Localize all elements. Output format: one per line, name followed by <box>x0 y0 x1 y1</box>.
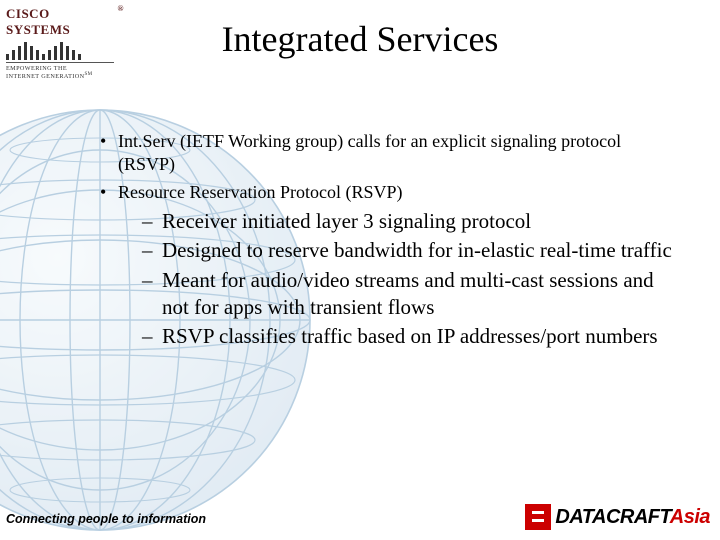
bullet-level1: Resource Reservation Protocol (RSVP) <box>90 181 680 204</box>
footer-tagline: Connecting people to information <box>6 512 206 526</box>
bullet-level2: Meant for audio/video streams and multi-… <box>90 267 680 322</box>
bullet-level2: RSVP classifies traffic based on IP addr… <box>90 323 680 350</box>
bullet-level2: Receiver initiated layer 3 signaling pro… <box>90 208 680 235</box>
datacraft-logo: DATACRAFTAsia <box>525 504 710 530</box>
bullet-level1: Int.Serv (IETF Working group) calls for … <box>90 130 680 177</box>
bullet-list: Int.Serv (IETF Working group) calls for … <box>90 130 680 353</box>
cisco-tagline-1: EMPOWERING THE <box>6 65 67 72</box>
registered-icon: ® <box>118 4 124 13</box>
page-title: Integrated Services <box>0 18 720 60</box>
bullet-level2: Designed to reserve bandwidth for in-ela… <box>90 237 680 264</box>
datacraft-accent: Asia <box>670 506 710 528</box>
cisco-tagline: EMPOWERING THE INTERNET GENERATIONSM <box>6 62 114 81</box>
datacraft-text: DATACRAFTAsia <box>555 506 710 529</box>
cisco-tagline-2: INTERNET GENERATION <box>6 74 84 81</box>
datacraft-main: DATACRAFT <box>555 506 669 528</box>
sm-icon: SM <box>84 72 92 77</box>
datacraft-square-icon <box>525 504 551 530</box>
